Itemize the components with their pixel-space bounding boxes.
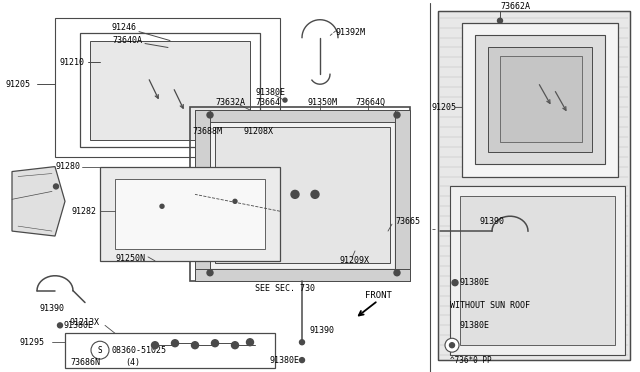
Text: 91380E: 91380E [255,88,285,97]
Text: 91392M: 91392M [335,28,365,37]
Circle shape [58,323,63,328]
Circle shape [449,343,454,348]
Circle shape [152,342,159,349]
Circle shape [394,270,400,276]
Circle shape [300,340,305,345]
Text: 73688M: 73688M [192,127,222,137]
Polygon shape [438,11,630,360]
Circle shape [394,112,400,118]
Text: 91213X: 91213X [70,318,100,327]
Polygon shape [195,269,410,281]
Text: 91208X: 91208X [243,127,273,137]
Circle shape [191,342,198,349]
Polygon shape [215,127,390,263]
Circle shape [211,340,218,347]
Text: SEE SEC. 730: SEE SEC. 730 [255,284,315,293]
Polygon shape [460,196,615,345]
Circle shape [207,112,213,118]
Text: 91390: 91390 [480,217,505,226]
Circle shape [445,338,459,352]
Text: 91380E: 91380E [460,321,490,330]
Polygon shape [205,120,395,269]
Text: 91380E: 91380E [460,278,490,287]
Circle shape [232,342,239,349]
Circle shape [54,184,58,189]
Circle shape [283,98,287,102]
Text: 91246: 91246 [112,23,137,32]
Polygon shape [488,46,592,152]
Polygon shape [115,179,265,249]
Polygon shape [500,57,582,142]
Circle shape [291,190,299,198]
Text: 91380E: 91380E [270,356,300,365]
Text: (4): (4) [125,357,140,366]
Text: FRONT: FRONT [365,291,392,300]
Circle shape [160,204,164,208]
Circle shape [172,340,179,347]
Text: S: S [98,346,102,355]
Text: 91282: 91282 [72,207,97,216]
Polygon shape [195,110,408,122]
Text: 73640A: 73640A [112,36,142,45]
Text: 73664: 73664 [255,97,280,106]
Polygon shape [100,167,280,261]
Polygon shape [475,35,605,164]
Text: 73686N: 73686N [70,357,100,366]
Text: 73665: 73665 [395,217,420,226]
Text: 91205: 91205 [5,80,30,89]
Circle shape [300,357,305,363]
Circle shape [452,280,458,286]
Polygon shape [395,110,410,281]
Text: 91280: 91280 [55,162,80,171]
Text: 08360-51025: 08360-51025 [112,346,167,355]
Text: 73662A: 73662A [500,2,530,11]
Text: 91390: 91390 [40,304,65,313]
Text: 91209X: 91209X [340,256,370,265]
Circle shape [311,190,319,198]
Text: 91210: 91210 [60,58,85,67]
Circle shape [233,199,237,203]
Text: WITHOUT SUN ROOF: WITHOUT SUN ROOF [450,301,530,310]
Text: 91205: 91205 [432,103,457,112]
Text: 73664Q: 73664Q [355,97,385,106]
Text: ^736*0 PP: ^736*0 PP [450,356,492,365]
Text: 73632A: 73632A [215,97,245,106]
Polygon shape [12,167,65,236]
Circle shape [246,339,253,346]
Circle shape [91,341,109,359]
Circle shape [207,270,213,276]
Polygon shape [195,110,210,281]
Text: 91350M: 91350M [308,97,338,106]
Circle shape [497,18,502,23]
Polygon shape [90,41,250,140]
Polygon shape [450,186,625,355]
Text: 91380E: 91380E [63,321,93,330]
Text: 91295: 91295 [20,338,45,347]
Text: 91390: 91390 [310,326,335,335]
Polygon shape [462,23,618,176]
Text: 91250N: 91250N [115,254,145,263]
